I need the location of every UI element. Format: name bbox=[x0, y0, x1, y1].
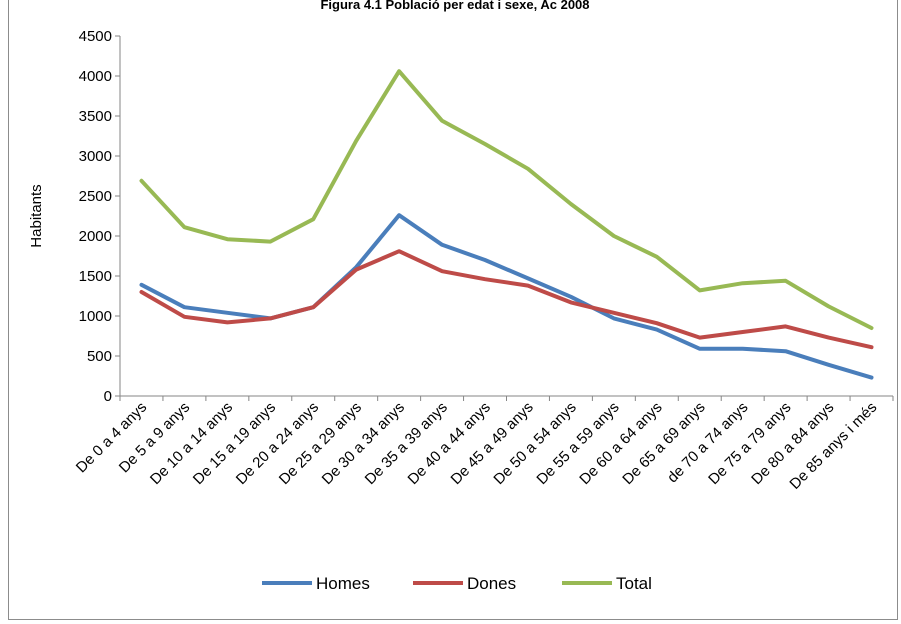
legend-label-total: Total bbox=[616, 574, 652, 593]
y-tick-label: 3500 bbox=[79, 108, 112, 125]
y-tick-label: 4500 bbox=[79, 28, 112, 45]
y-axis-label: Habitants bbox=[28, 184, 45, 247]
series-line-dones bbox=[139, 249, 874, 350]
chart-title: Figura 4.1 Població per edat i sexe, Ac … bbox=[320, 0, 589, 12]
y-tick-label: 4000 bbox=[79, 68, 112, 85]
y-tick-label: 2000 bbox=[79, 228, 112, 245]
legend: Homes Dones Total bbox=[262, 574, 652, 593]
series-line-total bbox=[139, 69, 874, 330]
y-tick-label: 1500 bbox=[79, 268, 112, 285]
y-tick-label: 3000 bbox=[79, 148, 112, 165]
legend-label-homes: Homes bbox=[316, 574, 370, 593]
y-tick-label: 2500 bbox=[79, 188, 112, 205]
chart-area bbox=[8, 0, 898, 620]
y-tick-label: 0 bbox=[104, 388, 112, 405]
y-tick-label: 1000 bbox=[79, 308, 112, 325]
legend-label-dones: Dones bbox=[467, 574, 516, 593]
y-tick-label: 500 bbox=[87, 348, 112, 365]
